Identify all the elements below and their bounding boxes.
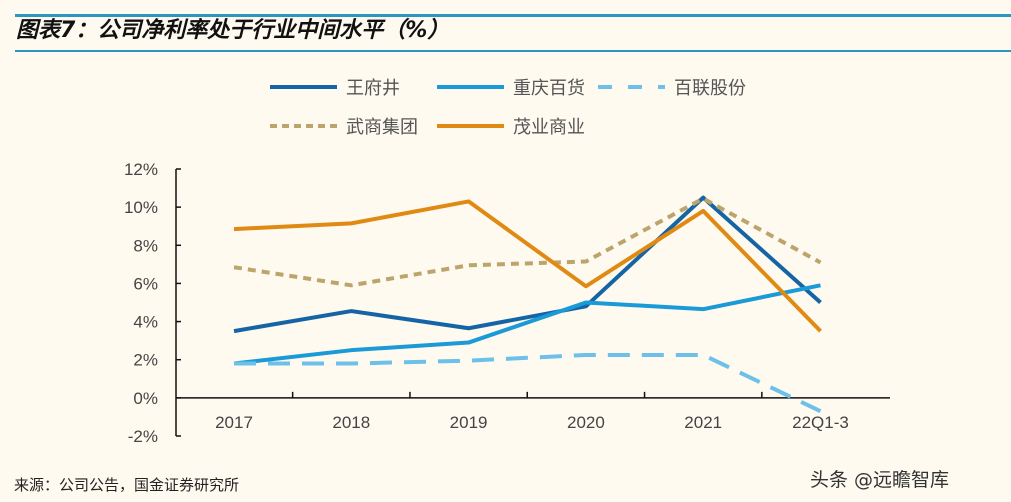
y-tick-label: -2%: [128, 427, 158, 446]
x-tick-label: 2021: [684, 413, 722, 432]
series-line-5: [233, 199, 822, 333]
legend-label: 百联股份: [674, 78, 746, 98]
y-tick-label: 0%: [133, 389, 158, 408]
x-tick-label: 2017: [215, 413, 253, 432]
series-line-2: [233, 283, 821, 366]
x-tick-label: 2019: [450, 413, 488, 432]
watermark: 头条 @远瞻智库: [810, 469, 950, 491]
top-rule: [15, 14, 1011, 17]
source-note: 来源：公司公告，国金证券研究所: [14, 476, 240, 494]
y-tick-label: 8%: [133, 236, 158, 255]
legend-label: 茂业商业: [513, 117, 585, 137]
y-tick-label: 4%: [133, 313, 158, 332]
y-tick-label: 6%: [133, 274, 158, 293]
title-rule: [15, 50, 1011, 52]
series-line-1: [233, 195, 822, 334]
x-tick-label: 2018: [332, 413, 370, 432]
y-tick-label: 12%: [124, 160, 158, 179]
x-tick-label: 2020: [567, 413, 605, 432]
series-line-3: [234, 352, 822, 414]
legend-label: 王府井: [346, 78, 400, 98]
chart-title: 图表7：公司净利率处于行业中间水平（%）: [16, 18, 450, 43]
legend-label: 重庆百货: [513, 78, 585, 98]
y-tick-label: 10%: [124, 198, 158, 217]
y-tick-label: 2%: [133, 351, 158, 370]
legend-label: 武商集团: [346, 117, 418, 137]
series-line-4: [233, 196, 822, 288]
x-tick-label: 22Q1-3: [792, 413, 849, 432]
